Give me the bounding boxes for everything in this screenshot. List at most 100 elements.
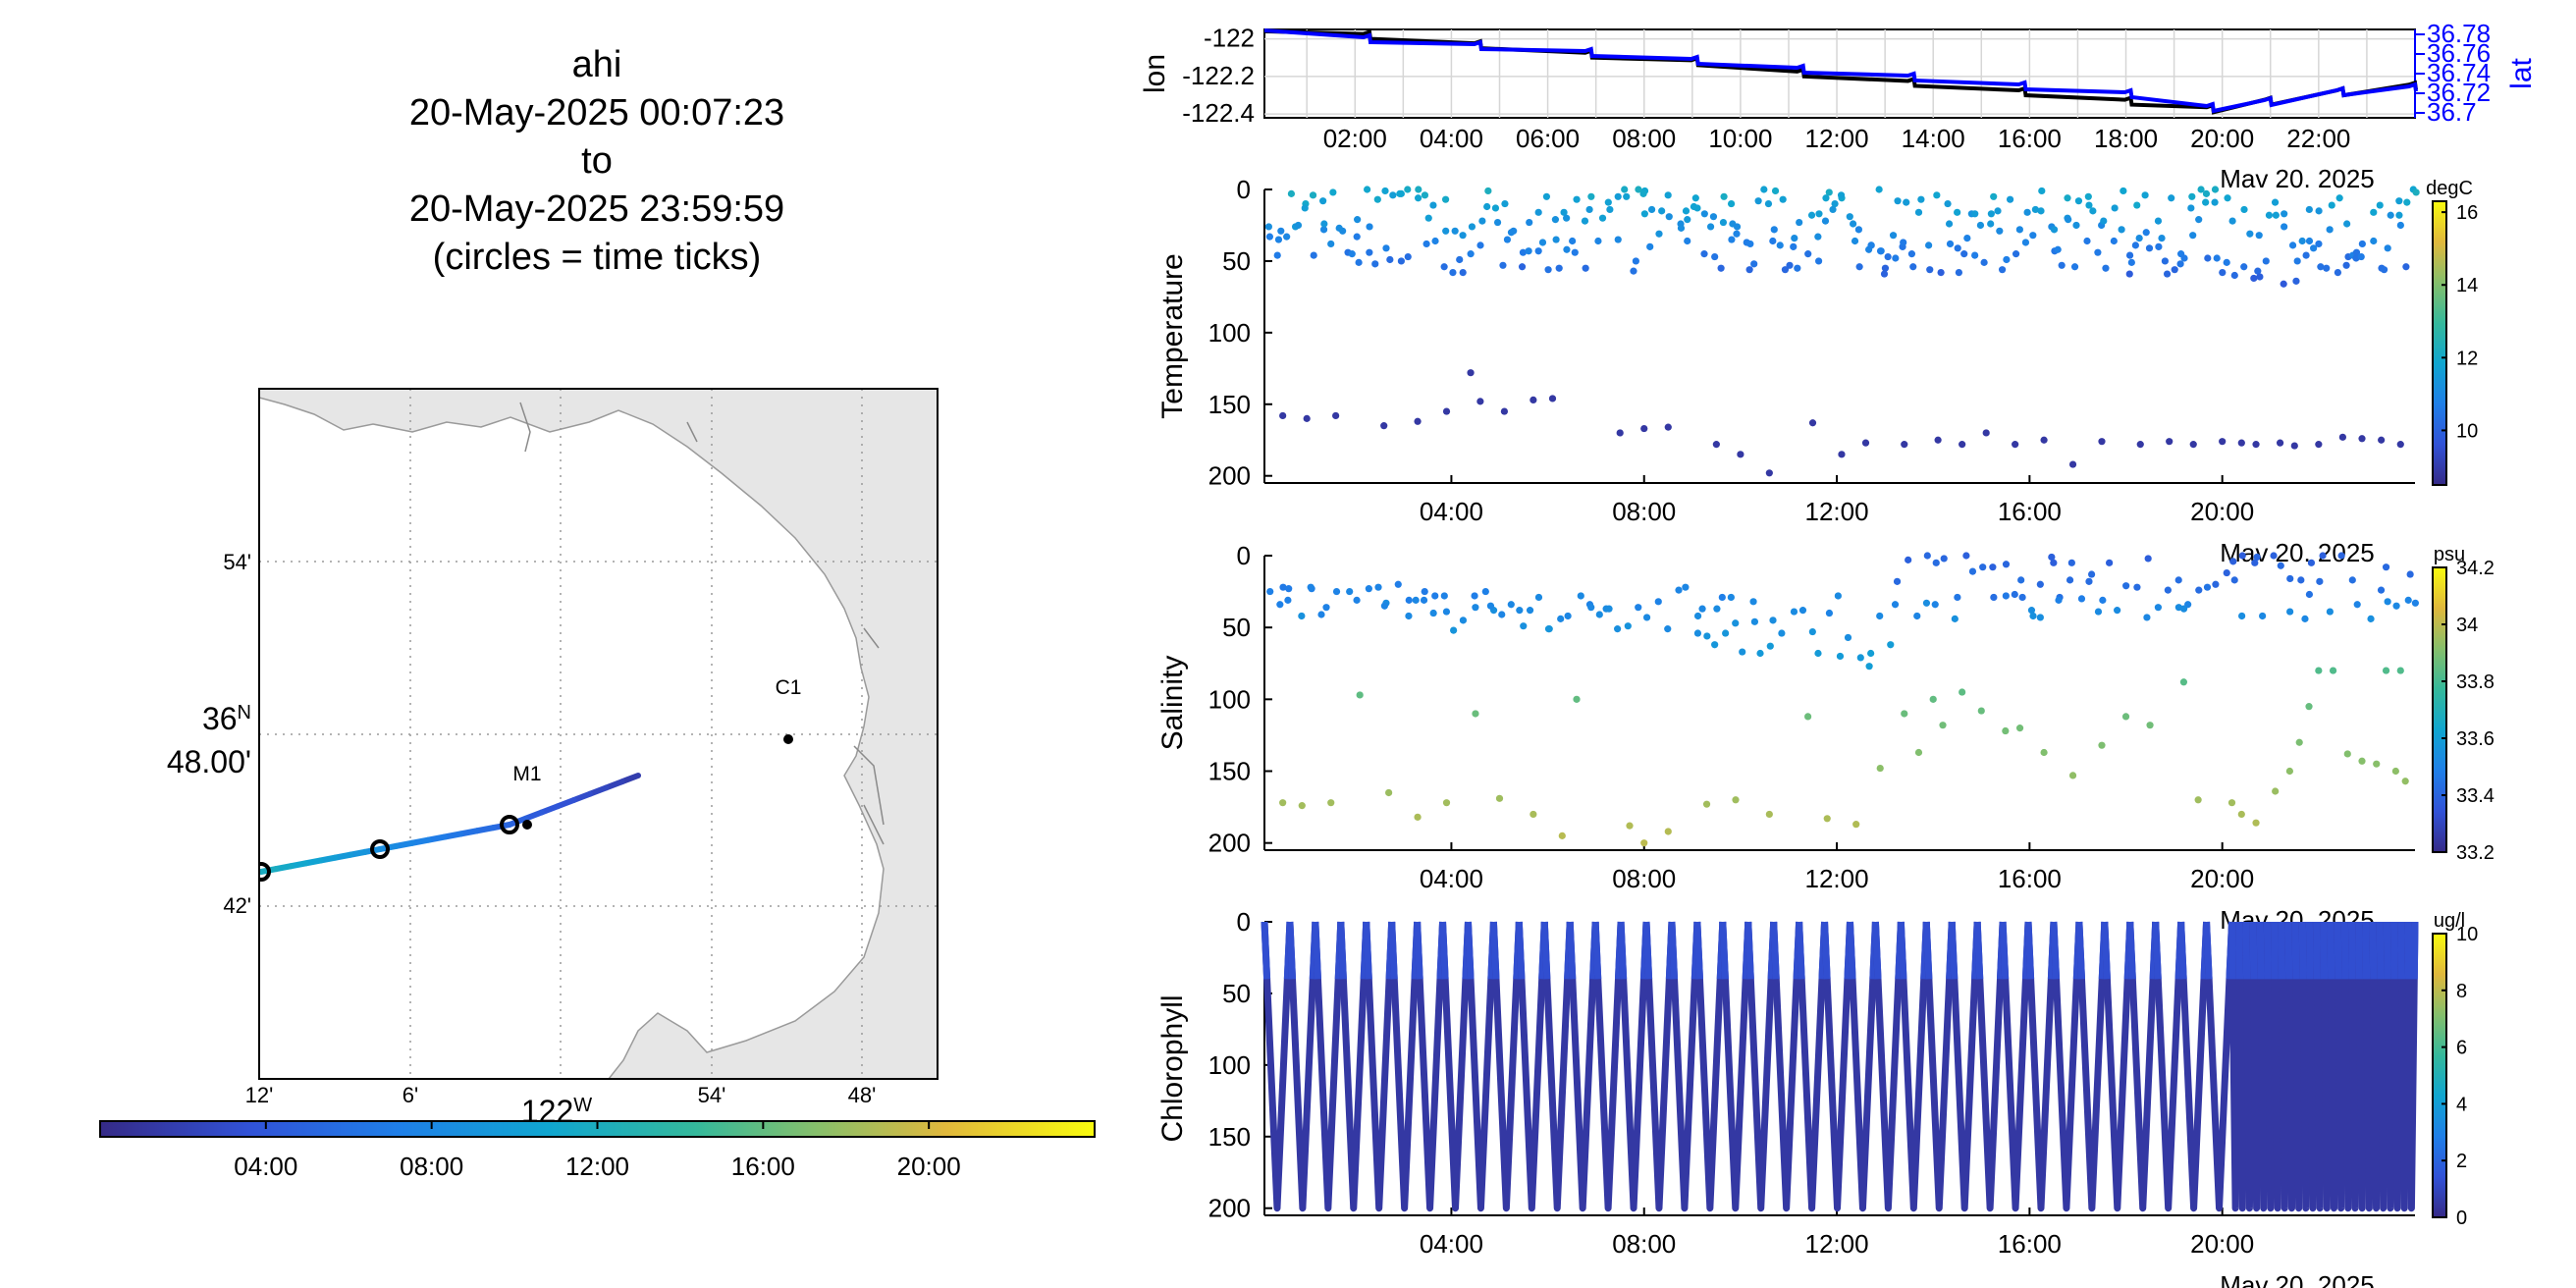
temperature-point [1945, 220, 1954, 228]
temperature-point [1881, 264, 1890, 272]
colorbar-tick-label: 14 [2456, 275, 2478, 296]
temperature-point [2100, 217, 2108, 225]
chlorophyll-profile-top [1642, 921, 1676, 980]
chlorophyll-profile [2152, 921, 2185, 1212]
salinity-point [1380, 602, 1389, 610]
chlorophyll-profile-top [1973, 921, 2007, 980]
temperature-point [1959, 441, 1966, 449]
temperature-point [2171, 266, 2178, 274]
salinity-point [2018, 593, 2026, 602]
y-tick-label: 50 [1222, 246, 1251, 276]
x-tick-label: 16:00 [1998, 497, 2062, 526]
temperature-point [1825, 188, 1833, 196]
temperature-point [1476, 398, 1484, 405]
temperature-point [2213, 254, 2221, 262]
salinity-point [2326, 608, 2334, 616]
colorbar-units-label: degC [2426, 178, 2473, 199]
map-grid [259, 389, 938, 1079]
chlorophyll-profile-top [1388, 921, 1422, 980]
temperature-point [2402, 263, 2410, 271]
salinity-point [2238, 612, 2246, 620]
temperature-point [1301, 204, 1309, 212]
temperature-point [1684, 237, 1691, 245]
salinity-point [1558, 832, 1566, 839]
y-tick-label: 50 [1222, 613, 1251, 642]
temperature-point [1815, 210, 1823, 218]
chlorophyll-profile [1719, 921, 1752, 1212]
salinity-point [1440, 592, 1448, 600]
salinity-point [1732, 619, 1740, 627]
temperature-point [1682, 207, 1690, 215]
salinity-point [1442, 608, 1451, 616]
salinity-point [2068, 772, 2077, 779]
temperature-point [1776, 242, 1784, 249]
ship-track [259, 773, 641, 875]
temperature-point [2370, 237, 2378, 245]
temperature-point [1442, 407, 1451, 415]
temperature-point [1431, 237, 1439, 245]
colorbar-tick-label: 6 [2456, 1038, 2467, 1059]
temperature-point [2012, 250, 2020, 258]
temperature-point [1658, 207, 1666, 215]
salinity-point [1750, 617, 1759, 625]
chlorophyll-profile-top [2404, 921, 2419, 980]
temperature-point [1404, 186, 1412, 193]
chlorophyll-profile-top [1770, 921, 1803, 980]
salinity-point [1317, 611, 1325, 618]
temperature-point [1499, 261, 1507, 269]
temperature-point [1389, 191, 1397, 199]
temperature-point [1414, 417, 1422, 425]
colorbar-tick-label: 8 [2456, 981, 2467, 1002]
temperature-point [1733, 223, 1742, 231]
temperature-point [1621, 186, 1629, 193]
salinity-point [1374, 583, 1382, 591]
temperature-point [1518, 263, 1527, 271]
salinity-point [1913, 612, 1921, 620]
temperature-point [1320, 220, 1328, 228]
temperature-point [2125, 270, 2133, 278]
title-line-5: (circles = time ticks) [433, 237, 762, 278]
temperature-point [1733, 230, 1741, 238]
temperature-point [1994, 207, 2002, 215]
salinity-point [1778, 629, 1786, 637]
temperature-point [2317, 263, 2325, 271]
temperature-point [2083, 237, 2091, 245]
temperature-point [1560, 208, 1568, 216]
temperature-point [1614, 192, 1622, 200]
temperature-point [2188, 192, 2196, 200]
chlorophyll-profile [1591, 921, 1625, 1212]
salinity-point [1507, 601, 1515, 609]
position-lat-tick-label: 36.78 [2427, 19, 2491, 48]
salinity-point [1727, 593, 1735, 602]
time-colorbar-tick-label: 12:00 [565, 1152, 629, 1181]
chlorophyll-profile-top [1719, 921, 1752, 980]
chlorophyll-profile [1439, 921, 1472, 1212]
y-tick-label: 150 [1208, 757, 1251, 786]
temperature-point [1880, 270, 1889, 278]
salinity-point [1844, 633, 1852, 642]
temperature-point [2023, 208, 2031, 216]
x-tick-label: 04:00 [1420, 1229, 1483, 1259]
temperature-point [2290, 442, 2298, 450]
salinity-point [1856, 654, 1864, 662]
salinity-point [2002, 561, 2011, 568]
temperature-point [1937, 268, 1945, 277]
x-tick-label: 20:00 [2190, 864, 2254, 893]
chlorophyll-profile [1540, 921, 1574, 1212]
salinity-point [2085, 577, 2093, 585]
position-lon-axis-label: lon [1139, 54, 1171, 93]
salinity-point [2133, 583, 2141, 591]
salinity-point [1923, 552, 1931, 560]
position-date-label: Mav 20. 2025 [2220, 164, 2375, 193]
temperature-point [1548, 395, 1557, 402]
temperature-point [1329, 188, 1337, 196]
temperature-point [1917, 195, 1925, 203]
temperature-point [1449, 268, 1457, 277]
salinity-point [2087, 570, 2096, 578]
temperature-point [1690, 202, 1698, 211]
position-x-tick-label: 02:00 [1323, 124, 1387, 153]
y-tick-label: 200 [1208, 1194, 1251, 1223]
salinity-point [1394, 580, 1402, 588]
